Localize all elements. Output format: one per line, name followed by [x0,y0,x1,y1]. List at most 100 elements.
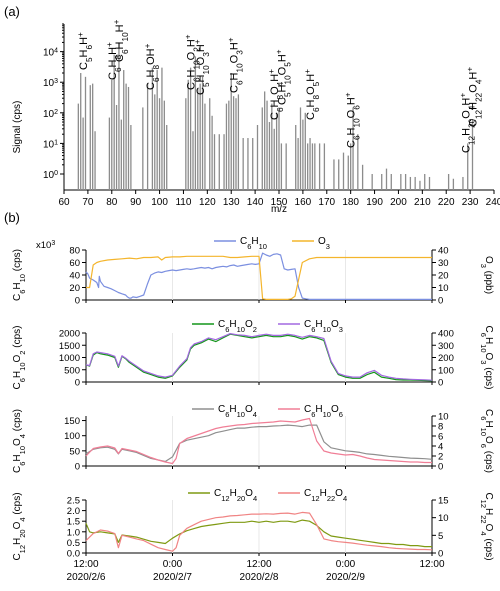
time-tick-label: 12:00 [419,559,444,570]
right-tick-label: 5 [438,531,443,542]
time-axis-labels: 12:00 0:00 12:00 0:00 12:00 2020/2/6 2020/2/7 2… [67,559,445,583]
series-line [85,333,433,381]
left-tick-label: 0 [75,378,80,389]
right-tick-label: 20 [438,271,449,282]
x-tick-label: 160 [295,197,312,208]
time-tick-label: 12:00 [246,559,271,570]
x-tick-label: 220 [438,197,455,208]
panel-b-label: (b) [4,210,20,225]
time-tick-label: 12:00 [73,559,98,570]
legend-label: C6H10O3 [304,319,343,334]
left-tick-label: 1.0 [67,527,80,538]
series-line [85,511,433,552]
legend-label: C6H10O2 [218,319,257,334]
x-tick-label: 120 [199,197,216,208]
left-tick-label: 2.5 [67,496,80,507]
peak-label: C6H10O2H+ [183,34,201,90]
y-tick-label: 104 [43,47,58,59]
series-line [86,255,432,300]
left-tick-label: 50 [69,446,80,457]
right-tick-label: 300 [438,341,454,352]
right-tick-label: 40 [438,246,449,257]
x-tick-label: 100 [151,197,168,208]
series-line [85,252,432,300]
x-tick-label: 140 [247,197,264,208]
left-axis-title: C6H10O4 (cps) [12,409,27,473]
peak-label: C5H6H+ [76,32,94,70]
right-axis-title: C6H10O3 (cps) [480,326,495,390]
series-line [85,424,433,463]
right-tick-label: 2 [438,452,443,463]
left-tick-label: 0.5 [67,538,80,549]
left-tick-label: 60 [69,258,80,269]
date-label: 2020/2/9 [326,572,365,583]
left-axis-title: C12H20O4 (cps) [12,492,27,560]
right-tick-label: 0 [438,378,443,389]
right-tick-label: 6 [438,432,443,443]
left-tick-label: 1500 [59,341,80,352]
y-tick-label: 103 [43,78,58,90]
date-label: 2020/2/6 [67,572,106,583]
legend-label: C6H10O6 [304,404,343,419]
right-tick-label: 200 [438,353,454,364]
x-axis-title: m/z [271,204,287,215]
right-tick-label: 8 [438,422,443,433]
left-tick-label: 80 [69,246,80,257]
right-axis-title: O3 (ppb) [480,256,495,294]
date-label: 2020/2/8 [240,572,279,583]
x-tick-label: 80 [106,197,118,208]
left-tick-label: 1000 [59,353,80,364]
x-tick-label: 60 [58,197,70,208]
x-tick-label: 130 [223,197,240,208]
series-line [85,417,432,465]
right-axis-title: C6H10O6 (cps) [480,409,495,473]
left-tick-label: 20 [69,283,80,294]
peak-label: C6H8O4H+ [267,69,285,120]
y-tick-label: 100 [43,170,58,182]
peak-label: C5H10O5H+ [274,49,292,105]
x-tick-label: 90 [130,197,142,208]
x-tick-label: 150 [271,197,288,208]
legend-label: C12H20O4 [214,488,257,503]
peak-label: C5H10O3H+ [193,39,211,95]
y-axis-title: Signal (cps) [12,101,23,154]
mass-spectrum: 60 70 80 90 100 110 120 130 140 150 160 170 180 190 20… [12,19,500,215]
left-tick-label: 40 [69,271,80,282]
series-line [85,519,432,548]
legend-label: O3 [318,236,330,251]
peak-label: C6H8OH+ [143,43,161,90]
right-tick-label: 100 [438,365,454,376]
left-tick-label: 0 [75,296,80,307]
x-tick-label: 170 [318,197,335,208]
x-tick-label: 190 [366,197,383,208]
legend-label: C12H22O4 [304,488,347,503]
left-tick-label: 500 [64,365,80,376]
right-tick-label: 0 [438,549,443,560]
left-tick-label: 100 [64,431,80,442]
peak-label: C6H8H+ [104,42,122,80]
panel-a-label: (a) [4,4,20,19]
peak-label: C6H10O6H+ [343,92,361,148]
x-tick-label: 240 [486,197,500,208]
legend-label: C6H10 [240,236,267,251]
right-tick-label: 0 [438,296,443,307]
right-tick-label: 30 [438,258,449,269]
left-tick-label: 2.0 [67,506,80,517]
time-tick-label: 0:00 [336,559,356,570]
peak-label: C6H10O3H+ [226,37,244,93]
peak-label: C6H8O5H+ [303,69,321,120]
x-tick-label: 180 [342,197,359,208]
right-tick-label: 10 [438,412,449,423]
x-tick-label: 70 [82,197,94,208]
right-tick-label: 15 [438,496,449,507]
x-tick-label: 110 [175,197,191,208]
left-axis-title: C6H10 (cps) [12,249,27,301]
left-tick-label: 150 [64,416,80,427]
right-tick-label: 0 [438,462,443,473]
x-tick-label: 200 [390,197,407,208]
y-tick-label: 101 [43,139,58,151]
